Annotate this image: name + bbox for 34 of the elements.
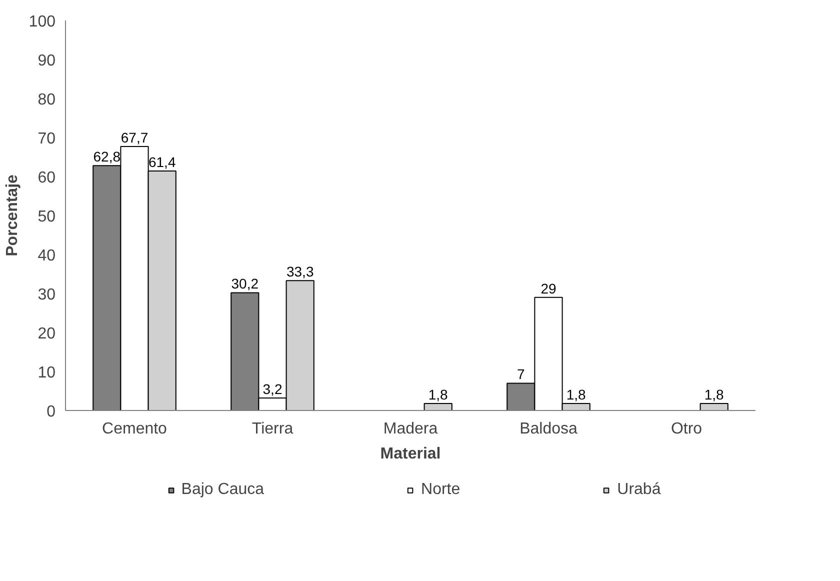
y-tick-label: 80 xyxy=(38,92,56,108)
y-tick-label: 0 xyxy=(46,404,56,420)
data-label: 30,2 xyxy=(231,276,259,292)
data-label: 7 xyxy=(517,366,526,382)
y-tick-label: 60 xyxy=(38,170,56,186)
x-tick-label: Otro xyxy=(670,420,702,438)
data-label: 3,2 xyxy=(262,381,282,398)
bar xyxy=(424,402,452,410)
y-tick-label: 10 xyxy=(38,364,56,382)
data-label: 29 xyxy=(540,280,556,296)
data-label: 33,3 xyxy=(286,264,314,280)
x-tick-label: Baldosa xyxy=(520,420,578,438)
y-tick-label: 50 xyxy=(38,208,56,226)
y-tick-label: 100 xyxy=(28,14,56,30)
y-tick-label: 40 xyxy=(38,248,56,264)
bar xyxy=(700,402,728,410)
y-tick-label: 30 xyxy=(38,286,56,304)
data-label: 61,4 xyxy=(148,154,176,170)
data-label: 1,8 xyxy=(704,386,724,402)
data-label: 1,8 xyxy=(566,386,586,402)
x-tick-label: Tierra xyxy=(252,420,294,438)
y-tick-label: 70 xyxy=(38,130,56,148)
data-label: 62,8 xyxy=(93,148,121,165)
x-axis-title: Material xyxy=(380,446,441,462)
y-axis-title: Porcentaje xyxy=(4,174,21,256)
y-tick-label: 20 xyxy=(38,326,56,342)
legend-label: Bajo Cauca xyxy=(181,481,264,499)
x-tick-label: Cemento xyxy=(102,420,168,438)
legend-label: Norte xyxy=(421,481,460,499)
data-label: 67,7 xyxy=(120,129,148,146)
data-label: 1,8 xyxy=(428,386,448,402)
x-tick-label: Madera xyxy=(383,420,438,438)
y-tick-label: 90 xyxy=(38,52,56,70)
legend-label: Urabá xyxy=(617,481,661,499)
